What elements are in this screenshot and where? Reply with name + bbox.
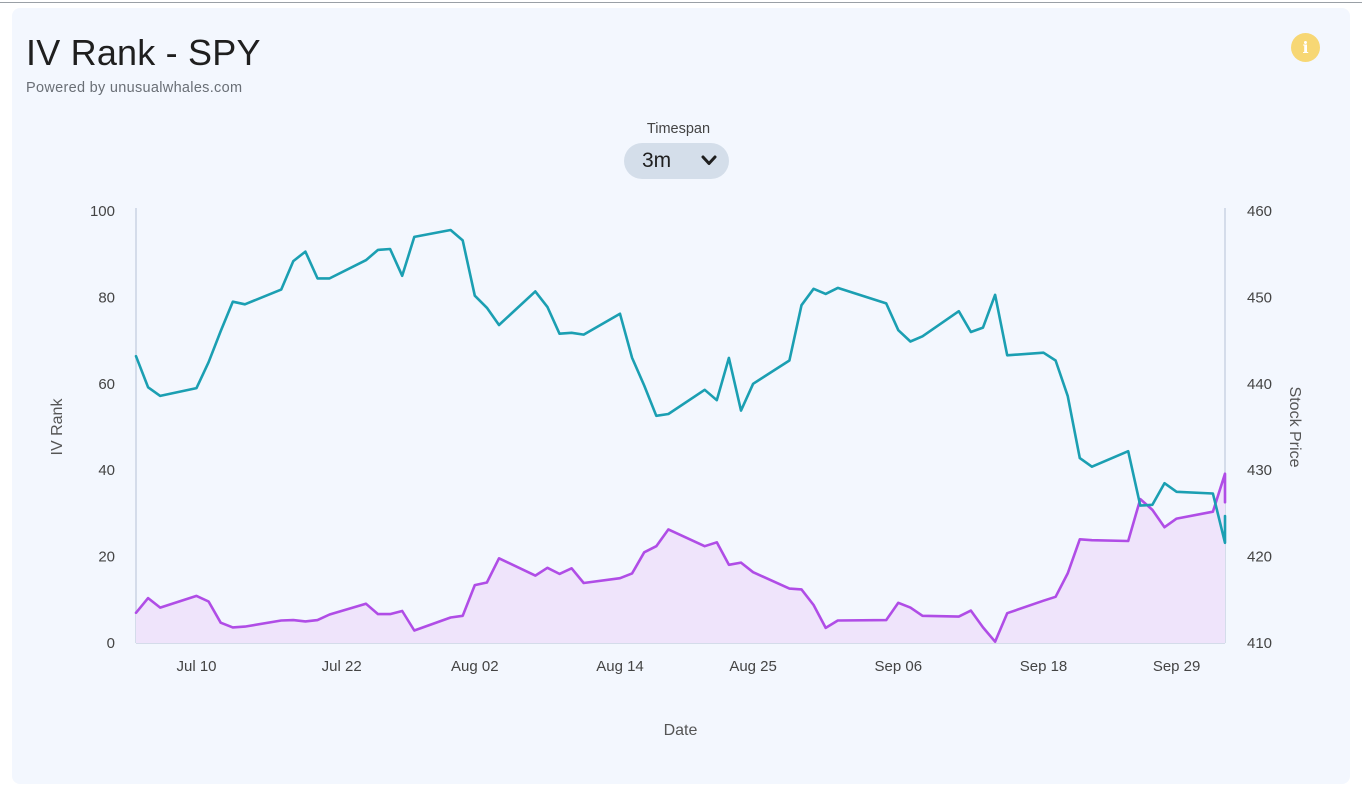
y-left-tick-label: 60 bbox=[98, 376, 115, 393]
y-left-tick-label: 20 bbox=[98, 549, 115, 566]
info-icon[interactable]: i bbox=[1291, 33, 1320, 62]
top-border bbox=[0, 2, 1362, 3]
timespan-label: Timespan bbox=[646, 121, 711, 137]
chart-labels: 0 20 40 60 80 100 410 420 430 440 450 460 Jul 10 Jul … bbox=[49, 203, 1303, 739]
timespan-value: 3m bbox=[642, 149, 672, 172]
chart-marks bbox=[134, 228, 1227, 643]
y-right-tick-label: 420 bbox=[1247, 549, 1272, 566]
y-right-tick-label: 430 bbox=[1247, 462, 1272, 479]
iv-rank-line bbox=[134, 472, 1227, 643]
x-tick-label: Aug 14 bbox=[596, 658, 644, 675]
y-right-tick-label: 450 bbox=[1247, 289, 1272, 306]
iv-rank-area bbox=[136, 473, 1225, 643]
x-axis-title: Date bbox=[664, 722, 698, 739]
y-right-tick-label: 460 bbox=[1247, 203, 1272, 220]
page-title: IV Rank - SPY bbox=[26, 32, 261, 73]
y-right-tick-label: 440 bbox=[1247, 376, 1272, 393]
x-tick-label: Sep 06 bbox=[875, 658, 923, 675]
y-right-tick-label: 410 bbox=[1247, 635, 1272, 652]
x-tick-label: Sep 18 bbox=[1020, 658, 1068, 675]
x-tick-label: Sep 29 bbox=[1153, 658, 1201, 675]
chevron-down-icon bbox=[701, 155, 717, 165]
x-tick-label: Aug 25 bbox=[729, 658, 777, 675]
y-right-axis-title: Stock Price bbox=[1286, 387, 1303, 468]
x-tick-label: Aug 02 bbox=[451, 658, 499, 675]
stock-price-line bbox=[134, 228, 1227, 545]
x-tick-label: Jul 22 bbox=[322, 658, 362, 675]
x-tick-label: Jul 10 bbox=[176, 658, 216, 675]
y-left-axis-title: IV Rank bbox=[49, 398, 66, 456]
y-left-tick-label: 40 bbox=[98, 462, 115, 479]
powered-by-text: Powered by unusualwhales.com bbox=[26, 80, 243, 96]
chart-card bbox=[12, 8, 1350, 784]
y-left-tick-label: 80 bbox=[98, 289, 115, 306]
timespan-select[interactable]: 3m bbox=[624, 143, 729, 179]
y-left-tick-label: 0 bbox=[107, 635, 115, 652]
y-left-tick-label: 100 bbox=[90, 203, 115, 220]
